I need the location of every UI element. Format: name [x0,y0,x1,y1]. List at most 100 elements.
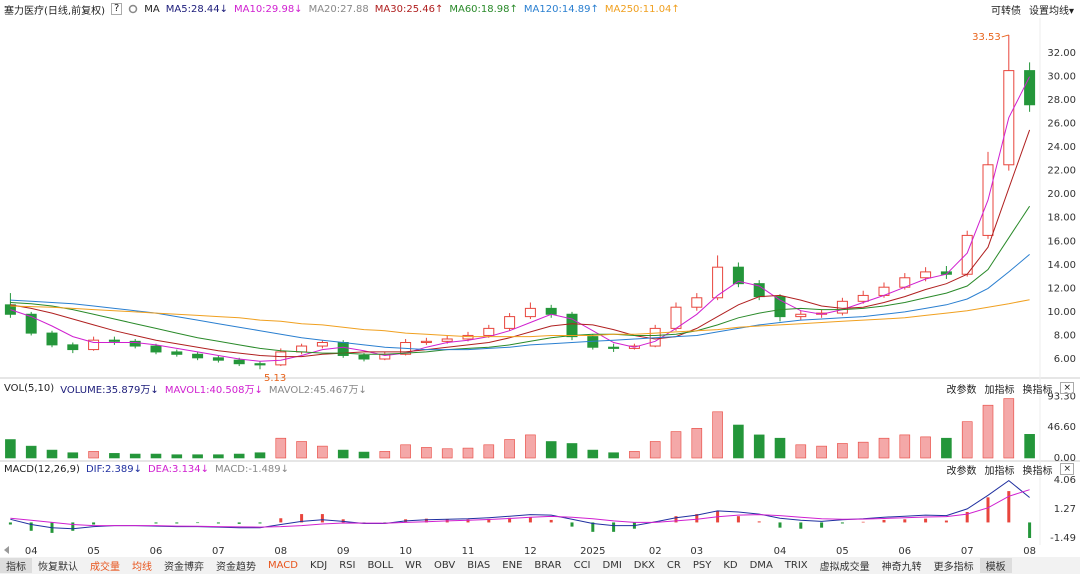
macd-line [10,489,1030,528]
toolbar-item[interactable]: 更多指标 [933,562,974,573]
toolbar-item[interactable]: KD [723,560,738,571]
x-tick-label: 06 [898,546,911,557]
set-ma[interactable]: 设置均线▾ [1028,5,1074,17]
macd-bar [71,522,75,531]
macd-bar [279,518,283,523]
control[interactable]: 换指标 [1022,384,1053,396]
candle-body [275,351,287,366]
ma-label: MA [144,3,160,15]
candle-body [150,345,162,353]
control[interactable]: 加指标 [984,384,1015,396]
candle-body [296,345,308,353]
ma-line [10,299,1030,338]
low-annotation: 5.13 [264,373,286,384]
toolbar-item[interactable]: 恢复默认 [38,562,78,573]
volume-bar [857,441,869,459]
macd-bar [320,514,324,523]
candle-body [504,316,516,329]
toolbar-item[interactable]: 资金趋势 [216,562,256,573]
x-tick-label: 02 [649,546,662,557]
toolbar-item[interactable]: 虚拟成交量 [819,562,870,573]
annotation-line [1001,34,1009,38]
candle-body [1024,70,1036,106]
y-tick-label: 26.00 [1047,119,1076,130]
toolbar-item[interactable]: 模板 [979,558,1012,573]
volume-bar [441,448,453,459]
settings-icon[interactable] [128,4,138,14]
ma-line [10,76,1031,362]
macd-bar [341,519,345,523]
toolbar-item[interactable]: PSY [692,560,712,571]
toolbar-item[interactable]: ENE [502,560,523,571]
ma-line [10,129,1031,358]
y-tick-label: 6.00 [1054,354,1076,365]
toolbar-item[interactable]: 指标 [0,558,32,573]
macd-bar [300,514,304,523]
control[interactable]: 改参数 [946,465,977,477]
close[interactable]: × [1060,463,1074,475]
volume-bar [400,444,411,459]
panel-title: VOL(5,10) [4,382,55,394]
toolbar-item[interactable]: DMA [749,560,773,571]
toolbar-item[interactable]: TRIX [784,560,808,571]
macd-bar [820,522,824,528]
convertible[interactable]: 可转债 [990,5,1021,17]
volume-bar [171,454,183,459]
legend-item: DEA:3.134↓ [147,463,210,475]
macd-bar [570,522,574,527]
y-tick-label: 1.27 [1054,504,1076,515]
close[interactable]: × [1060,382,1074,394]
y-tick-label: 46.60 [1047,422,1076,433]
y-tick-label: 16.00 [1047,236,1076,247]
toolbar-item[interactable]: MACD [268,560,298,571]
control[interactable]: 改参数 [946,384,977,396]
candle-body [88,339,100,351]
help[interactable]: ? [110,3,123,15]
x-tick-label: 04 [25,546,38,557]
volume-bar [1003,398,1015,459]
toolbar-item[interactable]: BIAS [467,560,491,571]
volume-bar [192,454,203,459]
toolbar-item[interactable]: 神奇九转 [881,562,922,573]
scroll-left[interactable] [4,546,9,554]
y-tick-label: 14.00 [1047,260,1076,271]
toolbar-item[interactable]: OBV [434,560,456,571]
control[interactable]: 换指标 [1022,465,1053,477]
toolbar-item[interactable]: WR [405,560,422,571]
toolbar-item[interactable]: CCI [573,560,591,571]
volume-bar [109,453,120,459]
candle-body [545,307,557,315]
macd-bar [986,497,990,523]
y-tick-label: 28.00 [1047,95,1076,106]
x-tick-label: 2025 [580,546,605,557]
macd-bar [508,517,512,523]
macd-bar [258,522,262,524]
toolbar-item[interactable]: CR [666,560,681,571]
control[interactable]: 加指标 [984,465,1015,477]
y-tick-label: 0.00 [1054,453,1076,464]
macd-bar [882,519,886,523]
candle-body [774,296,786,318]
toolbar-item[interactable]: RSI [339,560,356,571]
toolbar-item[interactable]: DKX [633,560,655,571]
volume-bar [317,445,328,459]
y-tick-label: 22.00 [1047,166,1076,177]
toolbar-item[interactable]: BRAR [534,560,562,571]
toolbar-item[interactable]: 成交量 [90,562,120,573]
toolbar-item[interactable]: BOLL [367,560,394,571]
volume-bar [566,443,578,459]
macd-bar [216,522,220,524]
volume-bar [899,434,911,459]
candle-body [691,297,703,308]
candle-body [46,332,58,346]
toolbar-item[interactable]: KDJ [309,560,328,571]
toolbar-item[interactable]: DMI [602,560,622,571]
volume-bar [213,454,224,459]
toolbar-item[interactable]: 均线 [132,562,152,573]
volume-bar [774,437,786,459]
macd-bar [944,520,948,523]
toolbar-item[interactable]: 资金博弈 [164,562,204,573]
x-tick-label: 03 [690,546,703,557]
toolbar: 指标 恢复默认 成交量 均线 资金博弈 资金趋势 MACD KDJ RSI BOLL WR OBV BI… [0,557,1080,574]
